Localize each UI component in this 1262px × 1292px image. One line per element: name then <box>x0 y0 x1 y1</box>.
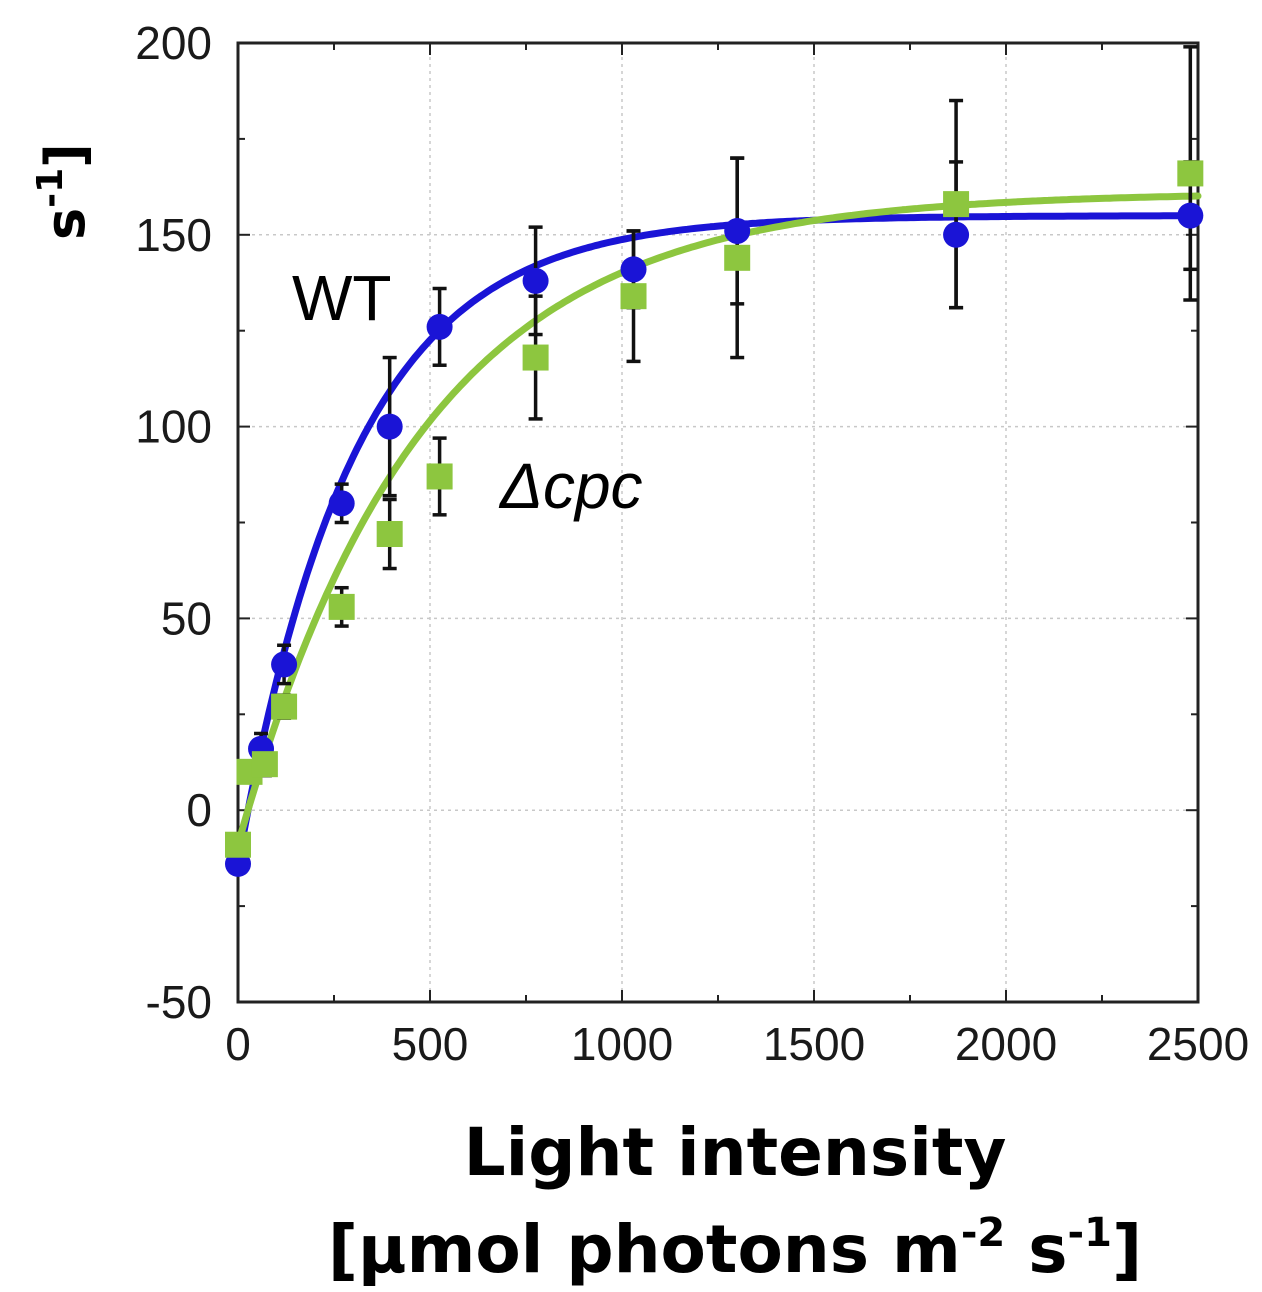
x-axis-label-line2: [µmol photons m-2 s-1] <box>328 1210 1142 1288</box>
x-tick-label: 1000 <box>571 1018 673 1070</box>
grid-lines <box>238 43 1198 1002</box>
x-tick-label: 1500 <box>763 1018 865 1070</box>
y-tick-label: 150 <box>135 209 212 261</box>
y-tick-label: -50 <box>146 976 212 1028</box>
wt-data-point <box>620 256 647 283</box>
mutant-data-point <box>376 521 403 548</box>
error-bars <box>231 45 1198 874</box>
wt-data-point <box>271 651 298 678</box>
x-axis-unit-prefix: [µmol photons m <box>328 1211 961 1288</box>
y-axis-label: s-1] <box>30 143 97 240</box>
y-axis-unit-exp: -1 <box>30 168 71 208</box>
mutant-data-point <box>522 344 549 371</box>
data-markers <box>225 160 1204 877</box>
mutant-data-point <box>251 751 278 778</box>
mutant-data-point <box>426 463 453 490</box>
mutant-data-point <box>724 244 751 271</box>
axis-ticks <box>237 42 1199 1003</box>
y-tick-label: 50 <box>161 592 212 644</box>
x-tick-label: 500 <box>392 1018 469 1070</box>
mutant-data-point <box>1177 160 1204 187</box>
wt-data-point <box>943 221 970 248</box>
x-tick-label: 2500 <box>1147 1018 1249 1070</box>
y-tick-labels: -50 0 50 100 150 200 <box>135 17 212 1028</box>
annotation-mutant: Δcpc <box>498 450 643 522</box>
mutant-data-point <box>225 831 251 858</box>
x-axis-unit-suffix: ] <box>1112 1211 1142 1288</box>
x-tick-label: 2000 <box>955 1018 1057 1070</box>
wt-data-point <box>376 413 403 440</box>
wt-data-point <box>328 490 355 517</box>
wt-data-point <box>724 217 751 244</box>
fit-curves <box>234 192 1202 868</box>
y-axis-unit-bracket: ] <box>34 143 97 168</box>
y-tick-label: 100 <box>135 401 212 453</box>
x-axis-unit-mid: s <box>1005 1211 1067 1288</box>
mutant-data-point <box>943 191 970 218</box>
x-axis-unit-exp2: -1 <box>1068 1210 1112 1256</box>
fit-curve-mutant <box>234 192 1202 849</box>
fit-curve-wt <box>234 212 1202 868</box>
y-tick-label: 0 <box>186 784 212 836</box>
y-tick-label: 200 <box>135 17 212 69</box>
x-axis-label-line1: Light intensity <box>464 1114 1007 1191</box>
wt-data-point <box>1177 202 1204 229</box>
mutant-data-point <box>271 693 298 720</box>
mutant-data-point <box>620 283 647 310</box>
x-tick-labels: 0 500 1000 1500 2000 2500 <box>225 1018 1249 1070</box>
annotation-wt: WT <box>292 262 392 334</box>
x-axis-unit-exp1: -2 <box>961 1210 1005 1256</box>
wt-data-point <box>522 267 549 294</box>
wt-data-point <box>426 313 453 340</box>
x-tick-label: 0 <box>225 1018 251 1070</box>
mutant-data-point <box>328 593 355 620</box>
y-axis-unit-main: s <box>34 208 97 240</box>
